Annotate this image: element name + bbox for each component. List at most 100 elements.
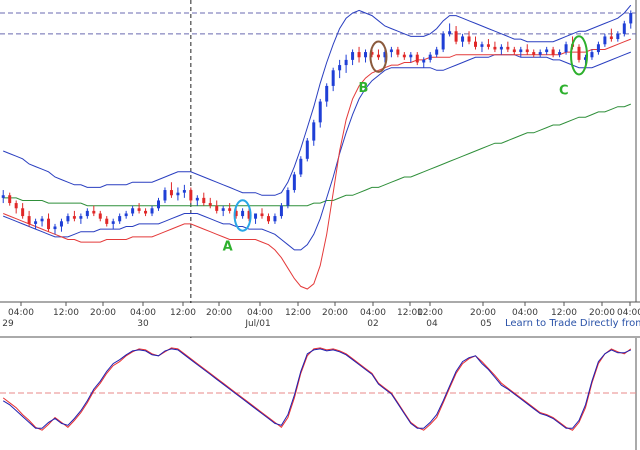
candle-body-78 xyxy=(506,46,510,50)
candle-body-94 xyxy=(609,36,613,40)
oscillator-plot-area xyxy=(0,338,640,450)
date-label-2: Jul/01 xyxy=(244,319,270,329)
bollinger-upper-line xyxy=(3,4,632,196)
time-tick-label-0: 04:00 xyxy=(8,308,34,318)
candle-body-89 xyxy=(577,46,581,60)
candle-body-59 xyxy=(383,52,387,58)
candle-body-54 xyxy=(351,52,355,60)
candle-body-17 xyxy=(111,221,115,224)
candle-body-4 xyxy=(27,216,31,224)
candle-body-65 xyxy=(422,59,426,63)
candle-body-66 xyxy=(428,54,432,60)
candle-body-70 xyxy=(454,31,458,42)
candle-body-90 xyxy=(583,57,587,60)
oscillator-series-0 xyxy=(2,347,632,431)
candle-body-5 xyxy=(34,221,38,224)
candle-body-41 xyxy=(266,216,270,222)
oscillator-series-1 xyxy=(2,348,632,429)
time-tick-label-12: 20:00 xyxy=(470,308,496,318)
annotation-label-c: C xyxy=(559,83,569,98)
candle-body-39 xyxy=(254,213,258,219)
candle-body-35 xyxy=(228,208,232,211)
candle-body-84 xyxy=(545,49,549,53)
candle-body-46 xyxy=(299,158,303,175)
candle-body-42 xyxy=(273,216,277,222)
candle-body-44 xyxy=(286,190,290,206)
oscillator-panel xyxy=(0,338,640,450)
candle-body-86 xyxy=(558,52,562,55)
candle-body-55 xyxy=(357,52,361,58)
time-tick-label-6: 04:00 xyxy=(247,308,273,318)
candle-body-51 xyxy=(331,70,335,86)
candle-body-23 xyxy=(150,208,154,214)
candle-body-19 xyxy=(124,213,128,217)
candle-body-71 xyxy=(461,36,465,42)
candle-body-57 xyxy=(370,52,374,55)
long-ma-line xyxy=(3,103,631,207)
candle-body-26 xyxy=(169,190,173,196)
date-label-1: 30 xyxy=(137,319,149,329)
date-label-5: 05 xyxy=(480,319,491,329)
candle-body-77 xyxy=(499,46,503,50)
candle-body-83 xyxy=(538,52,542,55)
candle-body-6 xyxy=(40,218,44,222)
candle-body-93 xyxy=(603,36,607,45)
candle-body-81 xyxy=(525,49,529,53)
candle-body-40 xyxy=(260,213,264,217)
candle-body-76 xyxy=(493,46,497,50)
time-tick-label-10: 12:00 xyxy=(397,308,423,318)
candle-body-7 xyxy=(47,218,51,230)
bollinger-lower-line xyxy=(3,51,631,251)
time-tick-label-8: 20:00 xyxy=(322,308,348,318)
candle-body-48 xyxy=(312,122,316,141)
candle-body-73 xyxy=(474,41,477,47)
candle-body-68 xyxy=(441,33,445,50)
time-tick-label-15: 20:00 xyxy=(589,308,615,318)
candle-body-25 xyxy=(163,190,167,201)
candle-body-49 xyxy=(318,101,322,123)
price-plot-area xyxy=(0,0,640,302)
time-tick-label-11: 12:00 xyxy=(417,308,443,318)
annotation-label-b: B xyxy=(358,81,368,96)
candle-body-1 xyxy=(8,195,12,204)
candle-body-11 xyxy=(72,216,76,219)
candle-body-32 xyxy=(208,203,212,206)
candle-body-50 xyxy=(325,85,329,102)
candle-body-16 xyxy=(105,218,109,224)
candle-body-85 xyxy=(551,49,555,55)
candle-body-8 xyxy=(53,226,57,230)
candle-body-82 xyxy=(532,52,536,55)
candle-body-37 xyxy=(241,210,245,217)
candle-body-60 xyxy=(389,49,393,53)
time-tick-label-4: 12:00 xyxy=(170,308,196,318)
candle-body-9 xyxy=(59,221,63,227)
candle-body-21 xyxy=(137,208,141,211)
candle-body-28 xyxy=(182,190,186,193)
time-tick-label-13: 04:00 xyxy=(512,308,538,318)
annotation-ellipse-a xyxy=(233,199,252,232)
candle-body-34 xyxy=(221,208,225,211)
candle-body-38 xyxy=(247,210,251,219)
candle-body-20 xyxy=(131,208,135,214)
annotation-label-a: A xyxy=(223,240,233,255)
promo-link[interactable]: Learn to Trade Directly from Charts xyxy=(505,318,640,329)
time-tick-label-7: 12:00 xyxy=(285,308,311,318)
candle-body-15 xyxy=(98,213,102,219)
time-tick-label-14: 12:00 xyxy=(551,308,577,318)
candle-body-33 xyxy=(215,205,219,211)
candle-body-91 xyxy=(590,52,594,58)
envelope-line xyxy=(3,38,631,290)
date-label-3: 02 xyxy=(367,319,378,329)
time-axis: 04:00 12:00 20:00 04:00 12:00 20:00 04:00 12:00… xyxy=(0,302,640,338)
candle-body-29 xyxy=(189,190,193,201)
time-tick-label-5: 20:00 xyxy=(206,308,232,318)
candle-body-79 xyxy=(512,49,516,53)
candle-body-95 xyxy=(616,33,620,40)
candle-body-53 xyxy=(344,59,348,66)
candle-body-0 xyxy=(1,195,5,198)
candle-body-31 xyxy=(202,197,206,204)
candle-body-36 xyxy=(234,210,238,217)
candle-body-64 xyxy=(415,54,419,63)
time-tick-label-2: 20:00 xyxy=(90,308,116,318)
